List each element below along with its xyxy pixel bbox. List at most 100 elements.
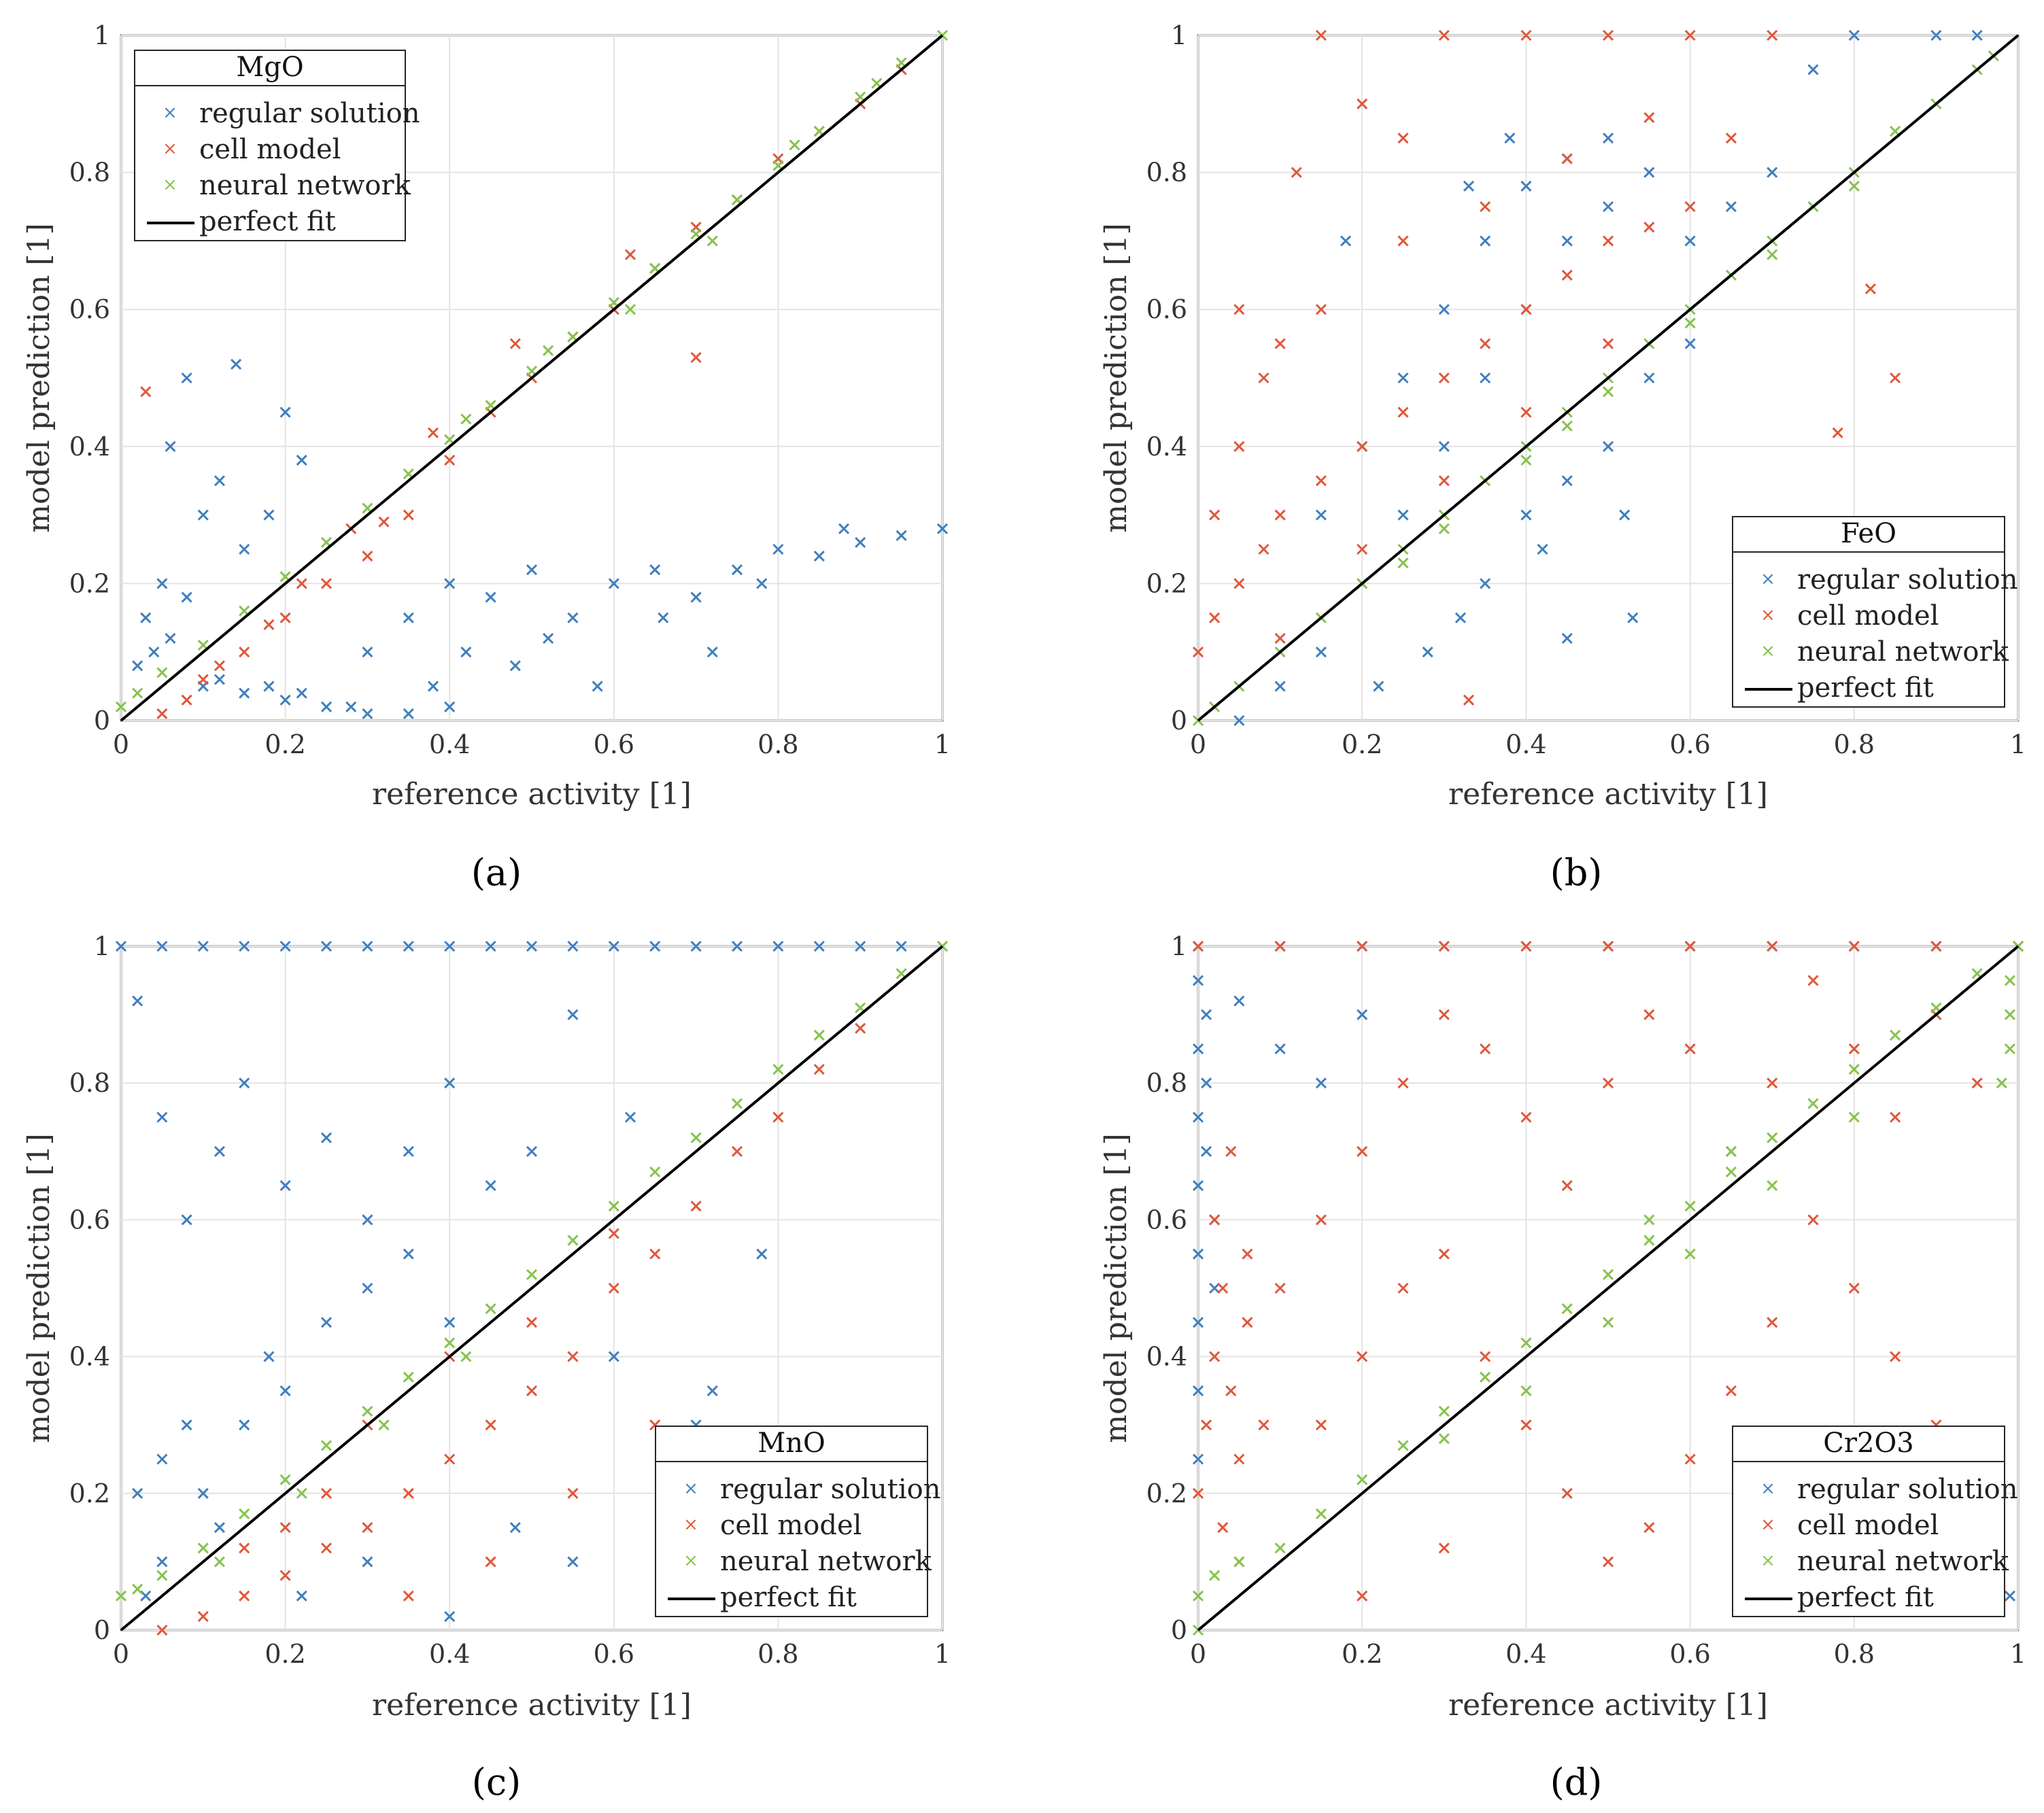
point-regular-solution-c <box>813 940 825 952</box>
point-neural-network-d <box>1520 1385 1532 1396</box>
point-cell-model-d <box>1561 1487 1573 1499</box>
point-cell-model-d <box>1684 1453 1696 1465</box>
point-regular-solution-a <box>460 646 472 658</box>
point-regular-solution-b <box>1643 167 1655 178</box>
point-regular-solution-a <box>658 612 669 623</box>
y-axis-label-c: model prediction [1] <box>22 1133 56 1443</box>
point-regular-solution-c <box>197 1487 209 1499</box>
point-regular-solution-a <box>263 509 275 521</box>
point-regular-solution-b <box>1397 372 1409 384</box>
legend-label-rs-b: regular solution <box>1797 564 2018 595</box>
point-cell-model-d <box>1242 1317 1253 1328</box>
legend-box-d <box>1732 1426 2005 1617</box>
point-regular-solution-a <box>345 701 357 712</box>
y-tick-label-b: 0.4 <box>1146 432 1187 462</box>
legend-label-cm-b: cell model <box>1797 600 1939 632</box>
y-tick-label-d: 0.8 <box>1146 1068 1187 1098</box>
point-regular-solution-a <box>239 687 250 699</box>
point-regular-solution-c <box>362 1214 373 1226</box>
legend-marker-rs-a: × <box>163 103 177 123</box>
point-regular-solution-a <box>263 680 275 692</box>
point-regular-solution-b <box>1627 612 1639 623</box>
point-neural-network-d <box>1684 1248 1696 1260</box>
point-cell-model-b <box>1291 167 1302 178</box>
point-cell-model-b <box>1397 133 1409 144</box>
point-neural-network-c <box>115 1590 127 1602</box>
point-regular-solution-b <box>1767 167 1778 178</box>
point-cell-model-b <box>1602 29 1614 41</box>
legend-marker-nn-b: × <box>1760 641 1775 661</box>
point-neural-network-d <box>1192 1590 1204 1602</box>
point-regular-solution-a <box>279 694 291 706</box>
point-cell-model-d <box>1242 1248 1253 1260</box>
point-cell-model-b <box>1397 407 1409 418</box>
point-neural-network-d <box>2004 975 2016 986</box>
point-regular-solution-b <box>1725 201 1737 213</box>
point-cell-model-c <box>813 1064 825 1075</box>
point-neural-network-b <box>1561 420 1573 432</box>
point-cell-model-d <box>1643 1522 1655 1534</box>
point-neural-network-a <box>706 235 718 247</box>
point-regular-solution-a <box>296 687 307 699</box>
point-regular-solution-b <box>1274 680 1286 692</box>
point-cell-model-c <box>526 1317 538 1328</box>
x-tick-label-d: 0 <box>1190 1639 1206 1669</box>
x-tick-label-c: 0.4 <box>429 1639 470 1669</box>
point-neural-network-a <box>460 413 472 425</box>
point-neural-network-c <box>567 1234 579 1246</box>
point-regular-solution-a <box>239 543 250 555</box>
point-regular-solution-d <box>1200 1077 1212 1089</box>
point-regular-solution-a <box>813 551 825 562</box>
point-cell-model-d <box>1357 1590 1368 1602</box>
point-neural-network-d <box>1848 1111 1860 1123</box>
point-regular-solution-a <box>279 407 291 418</box>
point-cell-model-d <box>1930 940 1942 952</box>
point-regular-solution-d <box>1200 1009 1212 1020</box>
series-c <box>115 940 949 1636</box>
point-regular-solution-c <box>567 1009 579 1020</box>
point-regular-solution-a <box>165 632 176 644</box>
point-neural-network-c <box>608 1201 619 1212</box>
point-cell-model-b <box>1438 475 1450 487</box>
point-cell-model-b <box>1767 29 1778 41</box>
point-regular-solution-c <box>608 1351 619 1362</box>
point-regular-solution-a <box>403 708 414 719</box>
point-neural-network-c <box>526 1268 538 1280</box>
x-tick-label-b: 0.4 <box>1505 729 1546 759</box>
point-neural-network-a <box>789 139 800 151</box>
point-regular-solution-c <box>444 1317 456 1328</box>
point-cell-model-d <box>1200 1419 1212 1431</box>
point-regular-solution-a <box>756 578 768 589</box>
point-regular-solution-c <box>706 1385 718 1396</box>
y-tick-label-c: 0.6 <box>69 1205 110 1234</box>
point-regular-solution-c <box>263 1351 275 1362</box>
point-cell-model-d <box>1684 1043 1696 1054</box>
point-cell-model-b <box>1725 133 1737 144</box>
point-regular-solution-c <box>444 1610 456 1622</box>
point-regular-solution-c <box>362 1282 373 1294</box>
point-cell-model-d <box>1274 940 1286 952</box>
point-regular-solution-c <box>214 1145 226 1157</box>
point-regular-solution-a <box>148 646 160 658</box>
legend-label-nn-b: neural network <box>1797 636 2009 668</box>
point-regular-solution-a <box>444 578 456 589</box>
x-tick-label-d: 0.2 <box>1342 1639 1382 1669</box>
panel-b: 00 0.2 0.2 0.4 0.4 0.6 0.6 0.8 0.8 1 1 FeO × regul… <box>1099 20 2026 894</box>
point-cell-model-a <box>690 351 702 363</box>
point-cell-model-d <box>1225 1145 1237 1157</box>
point-neural-network-d <box>1807 1098 1819 1109</box>
point-regular-solution-c <box>526 1145 538 1157</box>
point-cell-model-b <box>1274 632 1286 644</box>
point-regular-solution-a <box>362 708 373 719</box>
legend-label-fit-c: perfect fit <box>720 1582 857 1613</box>
point-cell-model-d <box>1807 975 1819 986</box>
point-cell-model-b <box>1357 441 1368 452</box>
point-cell-model-d <box>1520 1111 1532 1123</box>
point-regular-solution-c <box>181 1419 192 1431</box>
point-regular-solution-b <box>1315 646 1327 658</box>
point-cell-model-c <box>731 1145 743 1157</box>
point-neural-network-c <box>378 1419 390 1431</box>
point-cell-model-d <box>1480 1351 1491 1362</box>
point-neural-network-d <box>1890 1029 1901 1041</box>
point-neural-network-b <box>1767 249 1778 260</box>
